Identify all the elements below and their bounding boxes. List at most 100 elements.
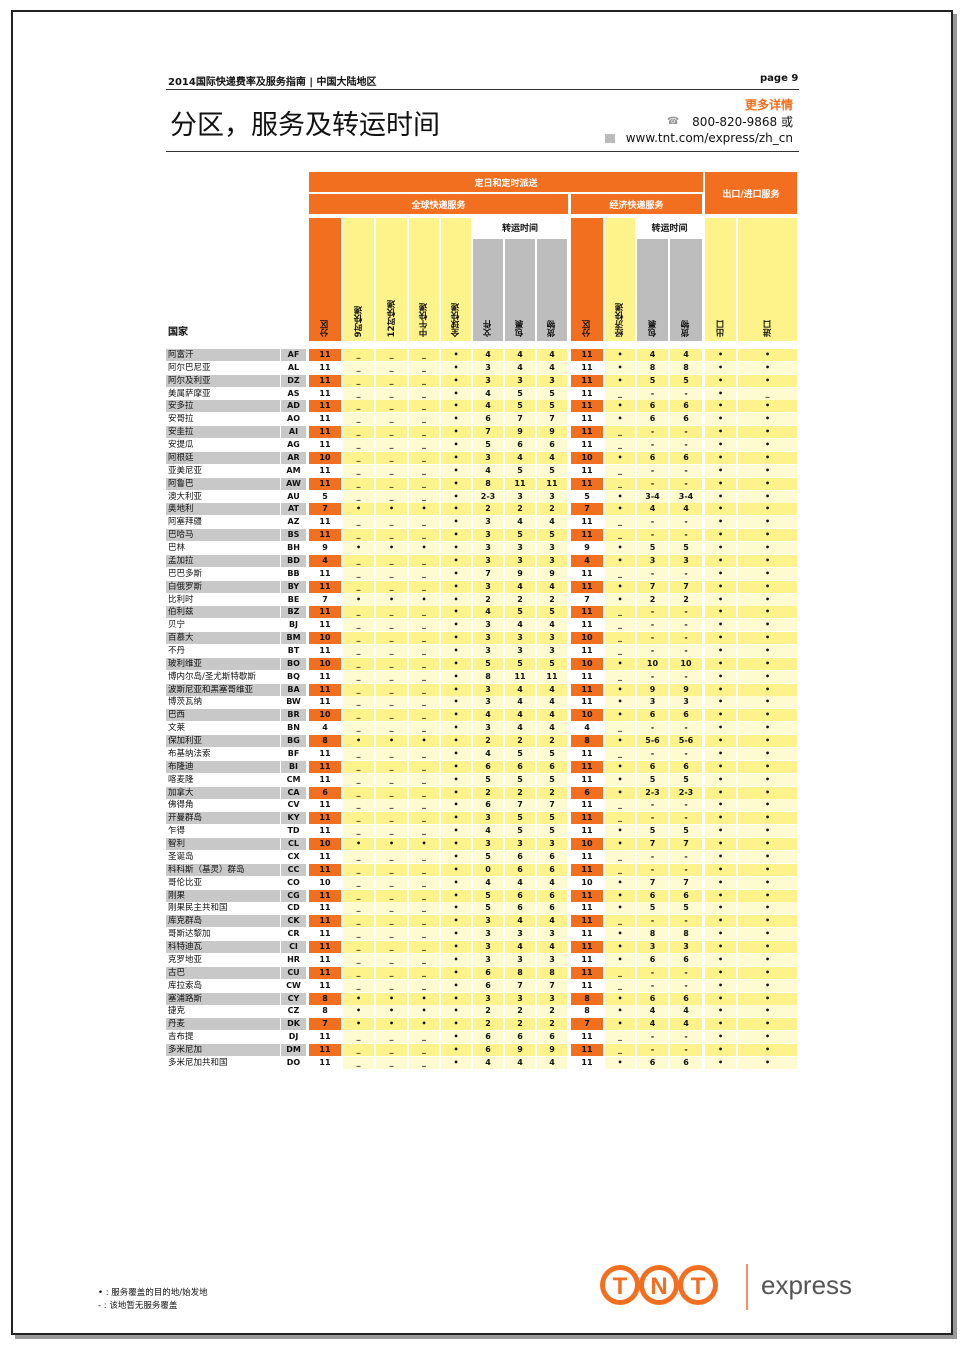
- table-cell: 7: [670, 838, 702, 851]
- table-cell: 6: [637, 889, 668, 902]
- table-cell: 11: [571, 413, 603, 426]
- table-cell: 11: [309, 374, 341, 387]
- column-header-label: 包裹: [647, 320, 658, 337]
- table-cell: •: [376, 735, 407, 748]
- table-row: 吉布提 DJ 11 _ _ _ • 6 6 6 11 _ - - • •: [166, 1031, 799, 1044]
- table-cell: •: [441, 863, 471, 876]
- table-cell: _: [376, 567, 407, 580]
- table-cell: _: [409, 850, 439, 863]
- table-cell: 4: [473, 464, 503, 477]
- table-cell: 11: [571, 747, 603, 760]
- table-cell: •: [605, 490, 635, 503]
- table-cell: _: [343, 812, 374, 825]
- table-cell: 11: [505, 670, 535, 683]
- table-cell: 2: [537, 1018, 567, 1031]
- table-cell: 3: [537, 554, 567, 567]
- table-cell: 6: [571, 786, 603, 799]
- table-cell: -: [637, 632, 668, 645]
- table-cell: 4: [505, 516, 535, 529]
- table-cell: _: [409, 657, 439, 670]
- table-cell: _: [409, 490, 439, 503]
- table-cell: _: [343, 554, 374, 567]
- table-cell: 2: [537, 786, 567, 799]
- svg-text:T: T: [613, 1273, 628, 1300]
- legend-covered: • : 服务覆盖的目的地/始发地: [98, 1288, 208, 1298]
- table-cell: 9: [505, 1043, 535, 1056]
- table-cell: _: [605, 516, 635, 529]
- table-cell: _: [409, 889, 439, 902]
- table-cell: 8: [670, 361, 702, 374]
- country-name: 科特迪瓦: [166, 941, 280, 954]
- table-cell: •: [738, 722, 797, 735]
- table-cell: •: [441, 1043, 471, 1056]
- table-cell: 8: [571, 1005, 603, 1018]
- table-cell: •: [705, 542, 736, 555]
- country-code: AL: [287, 362, 300, 372]
- table-cell: •: [409, 593, 439, 606]
- table-cell: •: [738, 709, 797, 722]
- table-cell: •: [441, 657, 471, 670]
- country-name: 多米尼加: [166, 1043, 280, 1056]
- table-cell: 11: [309, 567, 341, 580]
- table-cell: -: [637, 464, 668, 477]
- column-header: 中午快递: [409, 218, 439, 341]
- table-cell: •: [705, 812, 736, 825]
- country-code: DK: [281, 1018, 306, 1031]
- table-cell: _: [409, 1031, 439, 1044]
- column-header: 出口: [705, 218, 736, 341]
- country-code: DJ: [288, 1032, 299, 1042]
- country-name: 波斯尼亚和黑塞哥维亚: [166, 683, 280, 696]
- table-cell: _: [343, 413, 374, 426]
- table-cell: 11: [571, 812, 603, 825]
- table-cell: •: [441, 747, 471, 760]
- table-cell: _: [343, 426, 374, 439]
- table-cell: •: [605, 953, 635, 966]
- column-header-label: 全球快递: [451, 303, 461, 337]
- table-cell: 3: [473, 554, 503, 567]
- table-cell: •: [605, 503, 635, 516]
- table-cell: 9: [670, 683, 702, 696]
- table-cell: 8: [637, 361, 668, 374]
- country-name: 亚美尼亚: [168, 465, 203, 476]
- country-code: AI: [281, 426, 306, 439]
- country-code: CA: [281, 786, 306, 799]
- table-cell: -: [637, 722, 668, 735]
- table-cell: •: [738, 426, 797, 439]
- table-cell: 7: [670, 876, 702, 889]
- table-cell: 10: [637, 657, 668, 670]
- table-cell: •: [441, 992, 471, 1005]
- table-cell: 7: [473, 426, 503, 439]
- table-cell: •: [605, 773, 635, 786]
- table-cell: _: [343, 799, 374, 812]
- table-cell: 6: [473, 760, 503, 773]
- table-cell: 3: [505, 645, 535, 657]
- table-cell: _: [343, 760, 374, 773]
- table-cell: _: [409, 529, 439, 542]
- table-cell: 11: [571, 760, 603, 773]
- table-cell: •: [705, 670, 736, 683]
- table-cell: _: [605, 812, 635, 825]
- table-cell: •: [605, 554, 635, 567]
- table-cell: 6: [473, 413, 503, 426]
- table-cell: •: [409, 735, 439, 748]
- table-cell: 4: [571, 554, 603, 567]
- country-code: BJ: [288, 620, 299, 630]
- table-cell: •: [441, 760, 471, 773]
- table-cell: 5: [571, 490, 603, 503]
- table-cell: 4: [537, 722, 567, 735]
- table-cell: •: [605, 1018, 635, 1031]
- table-cell: 10: [670, 657, 702, 670]
- table-cell: •: [441, 374, 471, 387]
- country-code: KY: [281, 812, 306, 825]
- table-cell: 11: [571, 426, 603, 439]
- country-code: AR: [281, 451, 306, 464]
- table-cell: •: [738, 439, 797, 452]
- table-cell: 4: [537, 709, 567, 722]
- table-cell: •: [441, 503, 471, 516]
- website-link[interactable]: www.tnt.com/express/zh_cn: [625, 131, 793, 145]
- table-cell: _: [343, 928, 374, 941]
- table-cell: -: [670, 863, 702, 876]
- country-header: 国家: [168, 327, 188, 338]
- table-cell: -: [670, 670, 702, 683]
- table-cell: •: [343, 992, 374, 1005]
